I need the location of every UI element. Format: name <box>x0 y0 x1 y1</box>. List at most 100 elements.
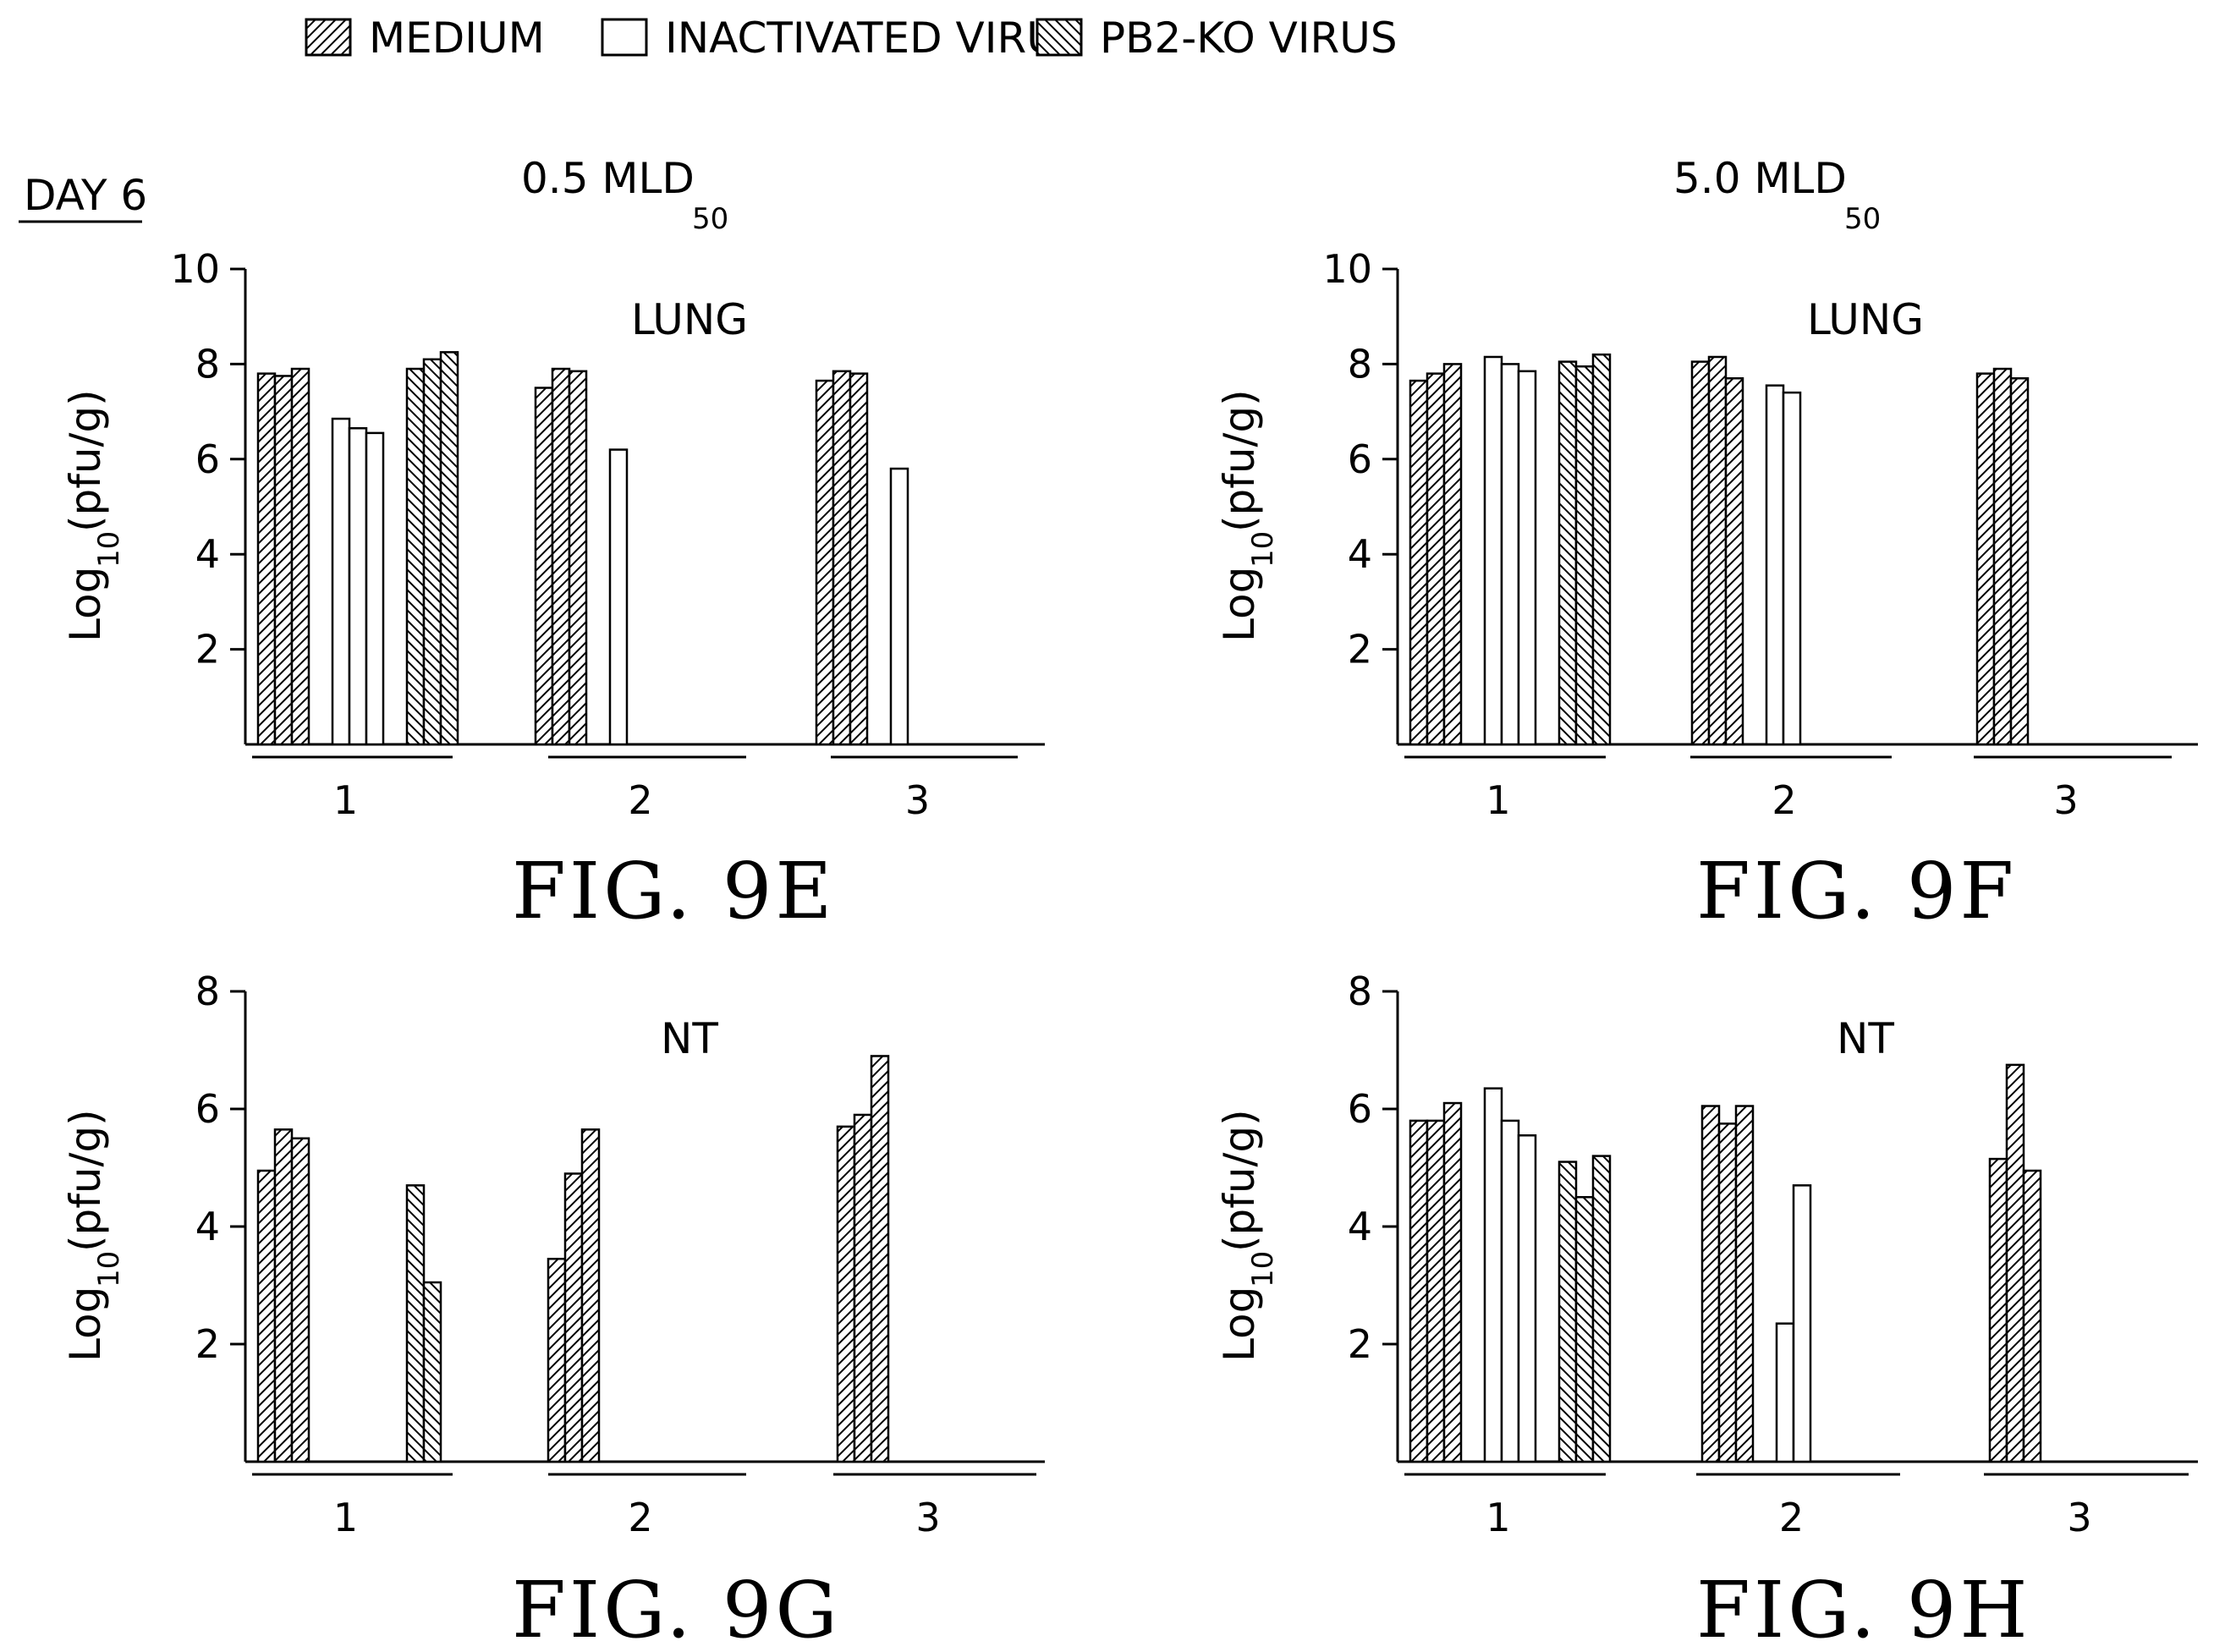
bar-medium <box>1988 1157 2008 1463</box>
legend-swatch-pb2ko <box>1036 18 1083 57</box>
legend-item-inactivated-virus: INACTIVATED VIRUS <box>601 14 1085 63</box>
day-label: DAY 6 <box>24 171 147 220</box>
bar-medium <box>1409 379 1429 746</box>
bar-medium <box>273 1128 294 1463</box>
y-tick-label: 2 <box>195 627 220 672</box>
y-tick-label: 6 <box>195 436 220 482</box>
bar-medium <box>1426 1119 1446 1463</box>
group-label: 1 <box>1486 1495 1510 1540</box>
y-tick-label: 4 <box>1348 1204 1372 1249</box>
bar-inactivated <box>331 417 351 746</box>
y-tick-label: 4 <box>1348 531 1372 577</box>
panel-label: NT <box>1837 1014 1894 1063</box>
bar-medium <box>1707 355 1728 746</box>
y-axis-label-sub: 10 <box>92 1251 126 1287</box>
bar-pb2ko <box>1557 1161 1578 1463</box>
bar-medium <box>563 1172 584 1463</box>
group-label: 2 <box>628 777 652 823</box>
group-label: 1 <box>333 1495 358 1540</box>
y-axis-label-unit: (pfu/g) <box>61 389 110 532</box>
y-axis-label-unit: (pfu/g) <box>1215 389 1264 532</box>
bar-inactivated <box>1792 1184 1812 1463</box>
group-label: 2 <box>1779 1495 1804 1540</box>
figure-caption: FIG. 9H <box>1696 1565 2031 1652</box>
bar-medium <box>815 379 835 746</box>
y-tick-label: 8 <box>1348 969 1372 1014</box>
y-axis-label-main: Log <box>61 567 110 642</box>
bar-medium <box>256 372 277 746</box>
figure-caption: FIG. 9F <box>1696 846 2017 936</box>
bar-medium <box>2009 377 2030 746</box>
group-label: 3 <box>2053 777 2078 823</box>
group-label: 1 <box>333 777 358 823</box>
bar-medium <box>870 1055 890 1463</box>
bar-medium <box>547 1257 567 1463</box>
bar-pb2ko <box>422 1281 442 1463</box>
figure-caption: FIG. 9E <box>512 846 836 936</box>
group-label: 2 <box>628 1495 652 1540</box>
dose-title-left-sub: 50 <box>692 202 728 236</box>
bar-medium <box>290 367 310 746</box>
bar-medium <box>551 367 571 746</box>
bar-inactivated <box>348 427 368 746</box>
y-tick-label: 4 <box>195 531 220 577</box>
dose-title-left: 0.5 MLD 50 <box>521 154 728 236</box>
bar-medium <box>1690 360 1711 746</box>
y-axis-label-sub: 10 <box>1246 531 1280 568</box>
legend-label-medium: MEDIUM <box>369 14 545 63</box>
bar-inactivated <box>1517 1134 1537 1463</box>
bar-pb2ko <box>1591 353 1612 746</box>
bar-medium <box>1717 1122 1738 1463</box>
legend-label-inactivated: INACTIVATED VIRUS <box>665 14 1085 63</box>
legend-item-pb2ko-virus: PB2-KO VIRUS <box>1036 14 1398 63</box>
bar-inactivated <box>1500 363 1520 746</box>
bar-inactivated <box>608 448 629 746</box>
bar-medium <box>2022 1169 2042 1463</box>
y-axis-label-main: Log <box>1215 567 1264 642</box>
y-tick-label: 6 <box>1348 1086 1372 1132</box>
bar-pb2ko <box>1574 365 1595 746</box>
bar-inactivated <box>1775 1322 1795 1463</box>
bar-inactivated <box>1483 355 1503 746</box>
group-label: 1 <box>1486 777 1510 823</box>
y-axis-label-sub: 10 <box>92 531 126 568</box>
dose-title-right: 5.0 MLD 50 <box>1673 154 1881 236</box>
legend-label-pb2ko: PB2-KO VIRUS <box>1100 14 1398 63</box>
bar-medium <box>836 1125 856 1463</box>
bar-pb2ko <box>439 351 459 746</box>
legend-swatch-medium <box>305 18 352 57</box>
group-label: 2 <box>1772 777 1796 823</box>
bar-inactivated <box>1517 370 1537 746</box>
legend-item-medium: MEDIUM <box>305 14 545 63</box>
bar-medium <box>534 387 554 746</box>
dose-title-right-sub: 50 <box>1844 202 1881 236</box>
y-tick-label: 6 <box>1348 436 1372 482</box>
bar-inactivated <box>889 467 909 746</box>
panel-label: NT <box>661 1014 718 1063</box>
legend-swatch-inactivated <box>601 18 648 57</box>
bar-medium <box>256 1169 277 1463</box>
bar-pb2ko <box>1557 360 1578 746</box>
bar-inactivated <box>365 431 385 746</box>
bar-inactivated <box>1500 1119 1520 1463</box>
bar-medium <box>1975 372 1996 746</box>
bar-medium <box>1724 377 1744 746</box>
legend: MEDIUM INACTIVATED VIRUS PB2-KO VIRUS <box>305 14 1398 63</box>
bar-medium <box>1992 367 2013 746</box>
y-tick-label: 10 <box>1322 246 1372 292</box>
bar-medium <box>853 1113 873 1463</box>
y-tick-label: 8 <box>195 341 220 387</box>
bar-medium <box>568 370 588 746</box>
bar-pb2ko <box>1574 1196 1595 1463</box>
bar-pb2ko <box>1591 1155 1612 1463</box>
group-label: 3 <box>915 1495 940 1540</box>
bar-medium <box>273 375 294 746</box>
y-tick-label: 4 <box>195 1204 220 1249</box>
bar-medium <box>832 370 852 746</box>
bar-medium <box>1700 1105 1721 1463</box>
